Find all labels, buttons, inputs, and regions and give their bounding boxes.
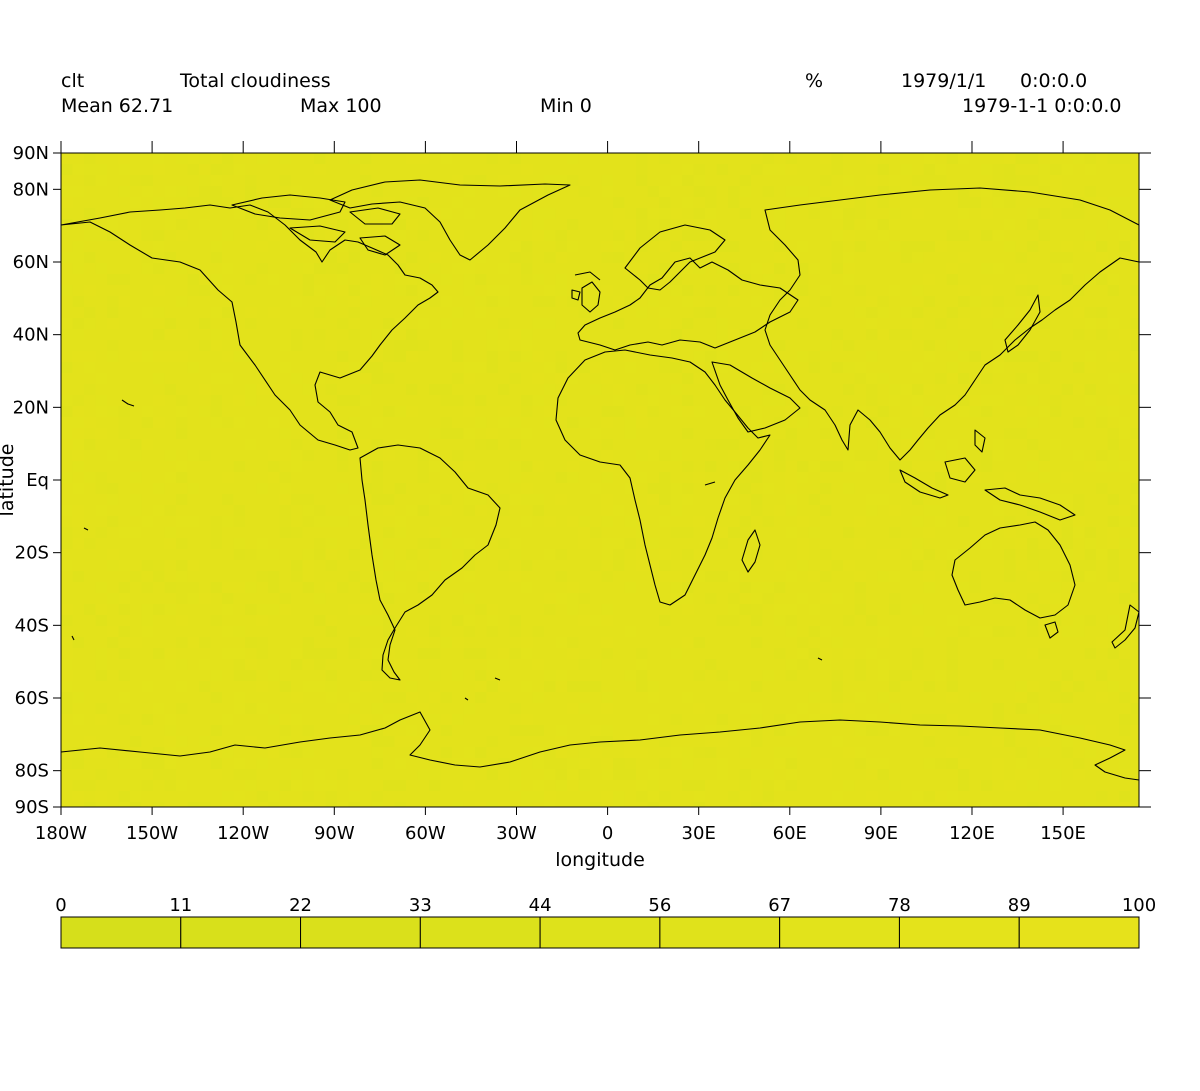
x-axis-ticks: 180W 150W 120W 90W 60W 30W 0 30E 60E 90E 120E 150E	[35, 141, 1086, 844]
coastline-japan	[1004, 294, 1041, 353]
y-tick-label: 60N	[13, 252, 49, 273]
coastline-africa	[555, 349, 771, 606]
x-tick-label: 60W	[405, 823, 446, 844]
colorbar-swatch	[898, 916, 1020, 949]
colorbar-label: 44	[529, 895, 552, 916]
coastline-greenland	[329, 179, 571, 261]
colorbar-swatch	[779, 916, 900, 949]
coastline-scandinavia	[624, 224, 726, 291]
x-tick-label: 120E	[949, 823, 995, 844]
min-label: Min 0	[540, 95, 592, 117]
x-tick-label: 30W	[496, 823, 537, 844]
time-label: 0:0:0.0	[1020, 70, 1088, 92]
variable-name: clt	[61, 70, 85, 92]
y-tick-label: Eq	[26, 470, 49, 491]
y-axis-ticks: 90N 80N 60N 40N 20N Eq 20S 40S 60S 80S 90S	[13, 143, 1151, 818]
coastline-new-zealand	[1111, 604, 1140, 649]
max-label: Max 100	[300, 95, 382, 117]
coastline-tasmania	[1044, 621, 1059, 639]
colorbar-label: 100	[1122, 895, 1156, 916]
colorbar-label: 67	[768, 895, 791, 916]
x-axis-label: longitude	[555, 849, 645, 871]
field-patches	[61, 153, 1139, 807]
x-tick-label: 150W	[126, 823, 178, 844]
y-tick-label: 80N	[13, 179, 49, 200]
colorbar-swatch	[419, 916, 541, 949]
colorbar-swatch	[180, 916, 302, 949]
variable-long-name: Total cloudiness	[180, 70, 331, 92]
colorbar-swatch	[1018, 916, 1140, 949]
coastlines	[60, 179, 1140, 781]
units-label: %	[805, 70, 824, 92]
x-tick-label: 150E	[1040, 823, 1086, 844]
coastline-arabia	[711, 361, 801, 433]
colorbar-label: 11	[169, 895, 192, 916]
coastline-australia	[951, 521, 1076, 619]
colorbar-label: 56	[648, 895, 671, 916]
x-tick-label: 0	[602, 823, 613, 844]
colorbar-label: 22	[289, 895, 312, 916]
colorbar-swatch	[60, 916, 182, 949]
colorbar-label: 78	[888, 895, 911, 916]
y-tick-label: 90N	[13, 143, 49, 164]
colorbar-label: 0	[55, 895, 66, 916]
colorbar-label: 33	[409, 895, 432, 916]
date-label: 1979/1/1	[901, 70, 987, 92]
y-axis-label: latitude	[0, 444, 18, 517]
coastline-south-america	[359, 444, 501, 681]
x-tick-label: 180W	[35, 823, 87, 844]
y-tick-label: 90S	[15, 797, 49, 818]
x-tick-label: 60E	[773, 823, 807, 844]
coastline-madagascar	[741, 529, 761, 573]
colorbar-swatch	[659, 916, 781, 949]
x-tick-label: 90W	[314, 823, 355, 844]
y-tick-label: 40N	[13, 325, 49, 346]
coastline-antarctica	[60, 711, 1140, 781]
x-tick-label: 120W	[217, 823, 269, 844]
y-tick-label: 80S	[15, 761, 49, 782]
datetime-label: 1979-1-1 0:0:0.0	[962, 95, 1122, 117]
x-tick-label: 90E	[864, 823, 898, 844]
coastline-asia	[764, 187, 1140, 461]
coastline-sea-islands	[899, 429, 1076, 521]
x-tick-label: 30E	[682, 823, 716, 844]
y-tick-label: 60S	[15, 688, 49, 709]
y-tick-label: 40S	[15, 615, 49, 636]
coastline-british-isles	[571, 281, 601, 313]
colorbar-label: 89	[1008, 895, 1031, 916]
colorbar: 0 11 22 33 44 56 67 78 89 100	[55, 895, 1156, 949]
coastline-arctic-islands	[231, 194, 401, 256]
colorbar-swatch	[539, 916, 661, 949]
mean-label: Mean 62.71	[61, 95, 174, 117]
coastline-europe	[577, 257, 799, 351]
y-tick-label: 20S	[15, 543, 49, 564]
coastline-north-america	[60, 204, 439, 451]
colorbar-swatch	[300, 916, 421, 949]
coastline-small-islands	[71, 271, 823, 701]
y-tick-label: 20N	[13, 397, 49, 418]
